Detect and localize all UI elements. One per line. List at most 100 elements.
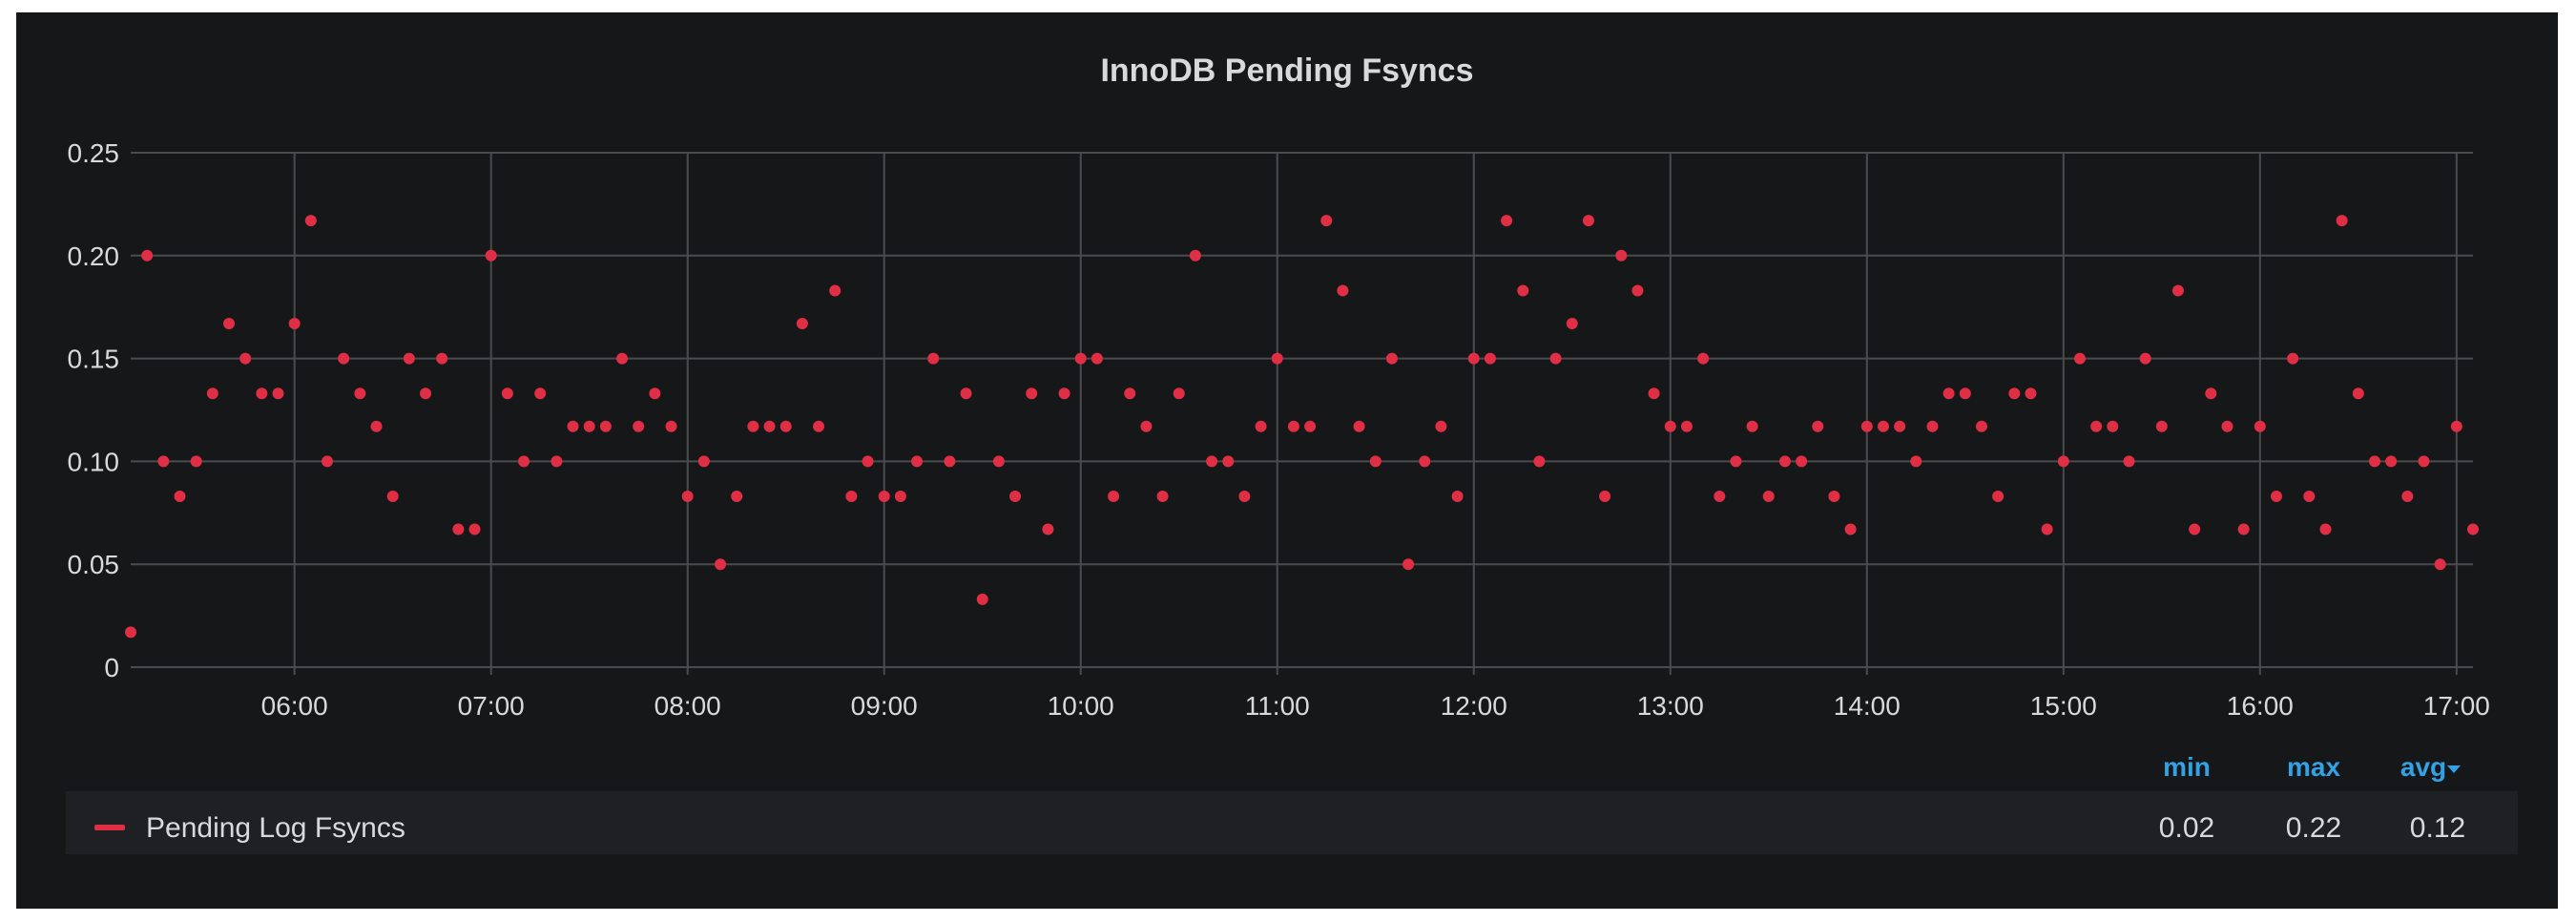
- data-point[interactable]: [223, 317, 236, 329]
- data-point[interactable]: [1566, 317, 1578, 329]
- data-point[interactable]: [485, 249, 497, 262]
- data-point[interactable]: [2450, 420, 2462, 432]
- data-point[interactable]: [452, 523, 465, 535]
- data-point[interactable]: [1517, 284, 1529, 297]
- data-point[interactable]: [1238, 491, 1251, 503]
- data-point[interactable]: [1582, 215, 1594, 227]
- data-point[interactable]: [2025, 388, 2037, 400]
- data-point[interactable]: [1828, 491, 1840, 503]
- data-point[interactable]: [960, 388, 972, 400]
- data-point[interactable]: [2155, 420, 2168, 432]
- legend-series-name[interactable]: Pending Log Fsyncs: [146, 812, 405, 844]
- data-point[interactable]: [1992, 491, 2005, 503]
- data-point[interactable]: [1320, 215, 1333, 227]
- data-point[interactable]: [1385, 352, 1398, 365]
- data-point[interactable]: [1271, 352, 1283, 365]
- data-point[interactable]: [747, 420, 759, 432]
- data-point[interactable]: [1877, 420, 1889, 432]
- data-point[interactable]: [2057, 455, 2069, 468]
- data-point[interactable]: [2287, 352, 2299, 365]
- data-point[interactable]: [2123, 455, 2135, 468]
- data-point[interactable]: [2270, 491, 2282, 503]
- data-point[interactable]: [927, 352, 940, 365]
- data-point[interactable]: [420, 388, 432, 400]
- data-point[interactable]: [1451, 491, 1464, 503]
- data-point[interactable]: [1959, 388, 1971, 400]
- data-point[interactable]: [2073, 352, 2086, 365]
- data-point[interactable]: [551, 455, 563, 468]
- data-point[interactable]: [2205, 388, 2217, 400]
- data-point[interactable]: [2368, 455, 2380, 468]
- data-point[interactable]: [1206, 455, 1218, 468]
- data-point[interactable]: [1648, 388, 1660, 400]
- data-point[interactable]: [845, 491, 858, 503]
- data-point[interactable]: [1026, 388, 1038, 400]
- data-point[interactable]: [1615, 249, 1628, 262]
- legend-header-min[interactable]: min: [2163, 752, 2211, 782]
- data-point[interactable]: [731, 491, 743, 503]
- data-point[interactable]: [1189, 249, 1201, 262]
- data-point[interactable]: [1631, 284, 1644, 297]
- data-point[interactable]: [1287, 420, 1299, 432]
- data-point[interactable]: [862, 455, 874, 468]
- data-point[interactable]: [681, 491, 694, 503]
- data-point[interactable]: [1042, 523, 1054, 535]
- data-point[interactable]: [567, 420, 579, 432]
- data-point[interactable]: [976, 593, 988, 605]
- data-point[interactable]: [1762, 491, 1775, 503]
- data-point[interactable]: [1337, 284, 1349, 297]
- data-point[interactable]: [1353, 420, 1365, 432]
- data-point[interactable]: [1812, 420, 1824, 432]
- data-point[interactable]: [190, 455, 202, 468]
- data-point[interactable]: [1369, 455, 1381, 468]
- data-point[interactable]: [1108, 491, 1120, 503]
- data-point[interactable]: [2319, 523, 2332, 535]
- legend-series-swatch[interactable]: [94, 825, 125, 830]
- data-point[interactable]: [1467, 352, 1480, 365]
- data-point[interactable]: [911, 455, 924, 468]
- data-point[interactable]: [239, 352, 252, 365]
- data-point[interactable]: [354, 388, 366, 400]
- data-point[interactable]: [1484, 352, 1496, 365]
- data-point[interactable]: [322, 455, 334, 468]
- data-point[interactable]: [501, 388, 513, 400]
- data-point[interactable]: [2090, 420, 2103, 432]
- data-point[interactable]: [944, 455, 956, 468]
- data-point[interactable]: [304, 215, 317, 227]
- data-point[interactable]: [2171, 284, 2184, 297]
- data-point[interactable]: [1746, 420, 1758, 432]
- data-point[interactable]: [1173, 388, 1185, 400]
- data-point[interactable]: [1714, 491, 1726, 503]
- data-point[interactable]: [2418, 455, 2430, 468]
- data-point[interactable]: [256, 388, 268, 400]
- data-point[interactable]: [1894, 420, 1906, 432]
- caret-down-icon[interactable]: [2447, 765, 2461, 773]
- data-point[interactable]: [2237, 523, 2250, 535]
- data-point[interactable]: [1156, 491, 1169, 503]
- data-point[interactable]: [796, 317, 808, 329]
- data-point[interactable]: [583, 420, 595, 432]
- data-point[interactable]: [2189, 523, 2201, 535]
- data-point[interactable]: [1402, 558, 1415, 571]
- data-point[interactable]: [1599, 491, 1611, 503]
- data-point[interactable]: [1140, 420, 1153, 432]
- data-point[interactable]: [2107, 420, 2119, 432]
- data-point[interactable]: [2008, 388, 2021, 400]
- data-point[interactable]: [599, 420, 612, 432]
- data-point[interactable]: [518, 455, 530, 468]
- data-point[interactable]: [2385, 455, 2398, 468]
- data-point[interactable]: [1549, 352, 1562, 365]
- data-point[interactable]: [1664, 420, 1676, 432]
- data-point[interactable]: [633, 420, 645, 432]
- data-point[interactable]: [665, 420, 677, 432]
- data-point[interactable]: [1844, 523, 1857, 535]
- data-point[interactable]: [534, 388, 547, 400]
- data-point[interactable]: [1091, 352, 1103, 365]
- data-point[interactable]: [1942, 388, 1955, 400]
- data-point[interactable]: [1304, 420, 1317, 432]
- data-point[interactable]: [1009, 491, 1022, 503]
- data-point[interactable]: [813, 420, 825, 432]
- data-point[interactable]: [1074, 352, 1087, 365]
- data-point[interactable]: [206, 388, 218, 400]
- legend-row[interactable]: [66, 791, 2518, 854]
